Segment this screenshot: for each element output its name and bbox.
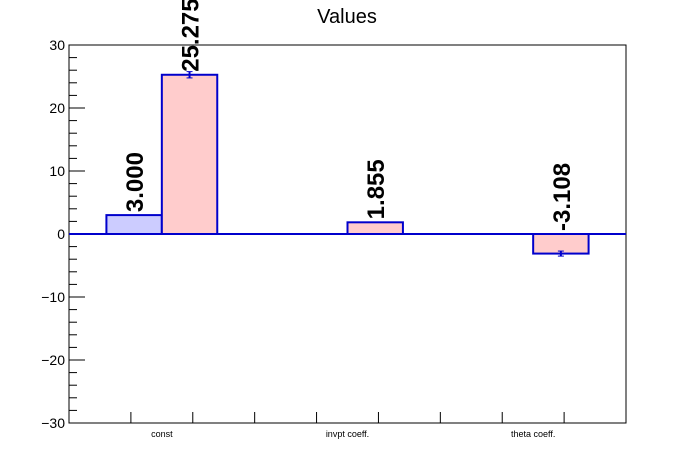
chart-title: Values	[317, 6, 377, 28]
y-tick-label: −30	[41, 415, 65, 431]
data-labels: 3.000 25.275 1.855 -3.108	[122, 0, 576, 231]
bar	[346, 221, 404, 236]
x-axis: const invpt coeff. theta coeff.	[130, 412, 565, 439]
data-label: 25.275	[178, 0, 205, 72]
category-label: theta coeff.	[511, 429, 555, 439]
bars	[69, 71, 626, 257]
y-tick-label: −20	[41, 352, 65, 368]
y-tick-label: 10	[49, 163, 65, 179]
y-tick-label: 30	[49, 37, 65, 53]
y-tick-label: 0	[57, 226, 65, 242]
category-label: invpt coeff.	[326, 429, 369, 439]
y-tick-label: 20	[49, 100, 65, 116]
category-label: const	[151, 429, 173, 439]
data-label: -3.108	[549, 163, 576, 231]
y-tick-label: −10	[41, 289, 65, 305]
bar	[160, 73, 219, 235]
data-label: 3.000	[122, 152, 149, 212]
data-label: 1.855	[363, 159, 390, 219]
y-axis: 30 20 10 0 −10 −20 −30	[41, 37, 85, 431]
bar	[105, 214, 163, 236]
